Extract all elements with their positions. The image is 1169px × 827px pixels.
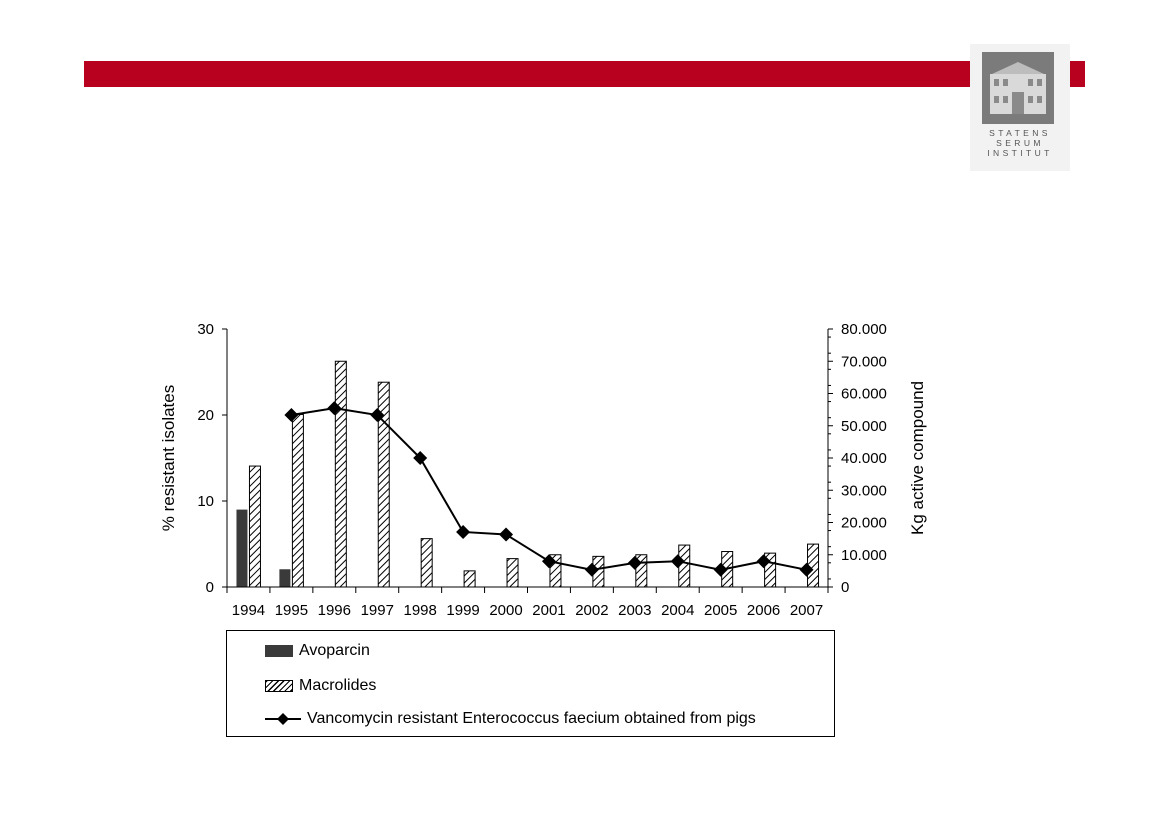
x-tick-label: 2004 <box>661 602 694 619</box>
x-tick-label: 2005 <box>704 602 737 619</box>
point-vancomycin <box>584 562 599 577</box>
logo-text-line: INSTITUT <box>987 148 1053 158</box>
point-vancomycin <box>627 555 642 570</box>
logo-text-line: STATENS <box>989 128 1051 138</box>
bar-macrolides <box>506 558 519 588</box>
diamond-line-icon <box>265 713 301 725</box>
y2-tick-label: 50.000 <box>841 418 887 435</box>
y-tick-label: 0 <box>206 579 214 596</box>
x-tick-label: 1994 <box>232 602 265 619</box>
y2-tick-label: 70.000 <box>841 353 887 370</box>
x-tick-label: 1995 <box>275 602 308 619</box>
x-tick-label: 1996 <box>318 602 351 619</box>
y-tick-label: 20 <box>197 407 214 424</box>
line-vancomycin <box>291 407 807 571</box>
legend-item-vancomycin: Vancomycin resistant Enterococcus faeciu… <box>265 709 756 729</box>
legend-label: Avoparcin <box>299 642 370 659</box>
point-vancomycin <box>456 524 471 539</box>
logo-text-line: SERUM <box>996 138 1044 148</box>
y2-tick-label: 30.000 <box>841 482 887 499</box>
chart: 0 10 20 30 0 10.000 20.000 30.000 40.000 50.000 60… <box>159 321 927 619</box>
x-tick-label: 2006 <box>747 602 780 619</box>
bar-macrolides <box>678 544 691 588</box>
legend-label: Macrolides <box>299 677 377 694</box>
y2-tick-label: 0 <box>841 579 849 596</box>
y2-tick-label: 20.000 <box>841 515 887 532</box>
x-tick-label: 1998 <box>403 602 436 619</box>
legend-item-avoparcin: Avoparcin <box>265 641 370 661</box>
y-tick-label: 10 <box>197 493 214 510</box>
bar-macrolides <box>291 413 304 588</box>
x-tick-label: 2000 <box>489 602 522 619</box>
point-vancomycin <box>670 554 685 569</box>
x-tick-label: 2002 <box>575 602 608 619</box>
point-vancomycin <box>713 562 728 577</box>
y-tick-label: 30 <box>197 321 214 338</box>
legend-label: Vancomycin resistant Enterococcus faeciu… <box>307 710 756 727</box>
y2-tick-label: 10.000 <box>841 547 887 564</box>
point-vancomycin <box>327 401 342 416</box>
x-tick-label: 2001 <box>532 602 565 619</box>
bar-macrolides <box>463 570 476 588</box>
ssi-logo: STATENS SERUM INSTITUT <box>970 44 1070 171</box>
x-tick-label: 1999 <box>446 602 479 619</box>
avoparcin-swatch <box>265 645 293 657</box>
x-tick-label: 2003 <box>618 602 651 619</box>
x-tick-label: 2007 <box>790 602 823 619</box>
header-banner <box>84 61 970 87</box>
bar-macrolides <box>420 538 433 588</box>
bar-macrolides <box>334 360 347 588</box>
x-tick-label: 1997 <box>361 602 394 619</box>
y2-tick-label: 80.000 <box>841 321 887 338</box>
legend-item-macrolides: Macrolides <box>265 676 376 696</box>
y2-tick-label: 40.000 <box>841 450 887 467</box>
header-banner-end <box>1070 61 1085 87</box>
bar-avoparcin <box>279 569 291 587</box>
y2-axis-title: Kg active compound <box>908 381 927 535</box>
y2-tick-label: 60.000 <box>841 386 887 403</box>
point-vancomycin <box>756 554 771 569</box>
point-vancomycin <box>499 527 514 542</box>
chart-legend: Avoparcin Macrolides Vancomycin resistan… <box>226 630 835 737</box>
macrolides-swatch <box>265 680 293 692</box>
point-vancomycin <box>413 451 428 465</box>
point-vancomycin <box>284 408 299 422</box>
bar-macrolides <box>248 465 261 588</box>
y-axis-title: % resistant isolates <box>159 385 178 531</box>
building-icon <box>982 52 1054 124</box>
point-vancomycin <box>370 408 385 422</box>
point-vancomycin <box>799 562 814 577</box>
bar-avoparcin <box>236 509 248 587</box>
point-vancomycin <box>541 554 556 569</box>
